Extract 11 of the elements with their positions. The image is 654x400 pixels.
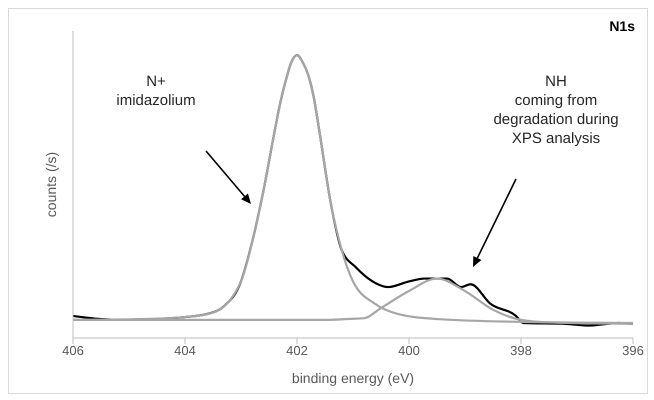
x-tick-label: 406: [62, 343, 84, 358]
chart-title: N1s: [609, 18, 636, 34]
x-tick-label: 402: [286, 343, 308, 358]
annotation: N+ imidazolium: [116, 73, 196, 109]
x-axis-title: binding energy (eV): [292, 370, 414, 386]
x-tick-label: 400: [398, 343, 420, 358]
annotation: NH coming from degradation during XPS analysis: [493, 73, 619, 147]
y-axis-title: counts (/s): [42, 152, 59, 218]
x-tick-label: 404: [174, 343, 196, 358]
x-tick-label: 398: [510, 343, 532, 358]
x-tick-label: 396: [622, 343, 644, 358]
